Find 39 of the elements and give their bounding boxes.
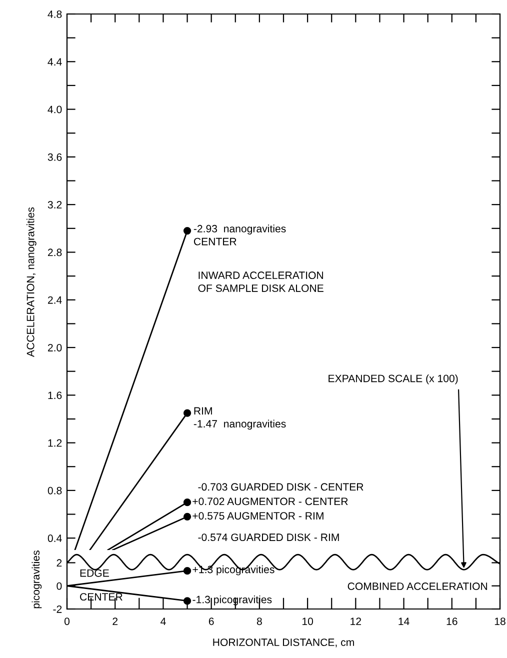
y-tick-label: 0 xyxy=(56,582,62,590)
annotation: EXPANDED SCALE (x 100) xyxy=(328,374,458,384)
series-label: CENTER xyxy=(80,593,122,601)
x-tick-label: 18 xyxy=(494,618,506,626)
y-tick-label: 1.6 xyxy=(48,392,62,400)
x-tick-label: 12 xyxy=(350,618,362,625)
x-axis-title: HORIZONTAL DISTANCE, cm xyxy=(213,638,354,648)
y-tick-label: 0.4 xyxy=(48,534,62,542)
y-tick-label: 2.0 xyxy=(48,344,62,352)
annotation: +0.575 AUGMENTOR - RIM xyxy=(192,512,324,520)
annotation: INWARD ACCELERATION OF SAMPLE DISK ALONE xyxy=(198,272,324,292)
series-label: EDGE xyxy=(80,569,109,577)
y-tick-label: 1.2 xyxy=(48,439,62,447)
x-tick-label: 2 xyxy=(112,618,118,625)
y-tick-label: 2.4 xyxy=(48,296,62,304)
x-tick-label: 4 xyxy=(160,618,166,625)
y-tick-label: 0.8 xyxy=(48,486,62,494)
y-tick-label: -2 xyxy=(53,605,62,613)
annotation: -0.703 GUARDED DISK - CENTER xyxy=(198,483,364,491)
y-axis-title: ACCELERATION, nanogravities xyxy=(26,207,36,357)
annotation: RIM -1.47 nanogravities xyxy=(194,407,286,430)
annotation: COMBINED ACCELERATION xyxy=(348,582,488,590)
y-tick-label: 3.2 xyxy=(48,201,62,209)
y-tick-label: 3.6 xyxy=(48,153,62,161)
y-axis-title: picogravities xyxy=(32,550,42,608)
y-tick-label: 4.8 xyxy=(48,10,62,18)
x-tick-label: 8 xyxy=(256,618,262,626)
y-tick-label: 4.0 xyxy=(48,106,62,114)
x-tick-label: 16 xyxy=(446,618,458,626)
x-tick-label: 10 xyxy=(302,618,314,626)
annotation: -0.574 GUARDED DISK - RIM xyxy=(198,534,339,542)
y-tick-label: 4.4 xyxy=(48,58,62,66)
x-tick-label: 6 xyxy=(208,618,214,626)
annotation: -2.93 nanogravities CENTER xyxy=(194,224,286,246)
x-tick-label: 0 xyxy=(64,618,70,626)
x-tick-label: 14 xyxy=(398,618,410,625)
annotation: +0.702 AUGMENTOR - CENTER xyxy=(192,498,348,506)
y-tick-label: 2.8 xyxy=(48,248,62,256)
y-tick-label: 2 xyxy=(56,559,62,567)
